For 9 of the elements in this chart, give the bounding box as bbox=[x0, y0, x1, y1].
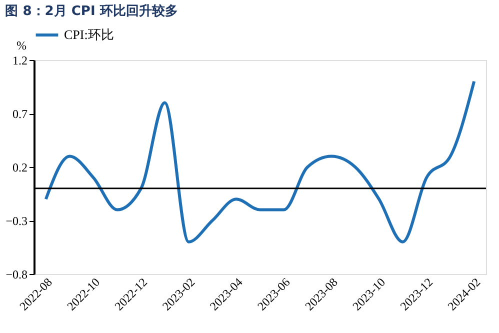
y-tick-label: −0.8 bbox=[6, 268, 28, 282]
y-tick-label: −0.3 bbox=[6, 214, 28, 228]
y-tick-label: 0.2 bbox=[12, 160, 28, 174]
y-axis-title: % bbox=[16, 38, 26, 52]
y-tick-label: 1.2 bbox=[12, 54, 28, 68]
y-tick-label: 0.7 bbox=[12, 107, 28, 121]
legend-label: CPI:环比 bbox=[64, 27, 114, 42]
line-series bbox=[44, 80, 476, 244]
chart-title: 图 8：2月 CPI 环比回升较多 bbox=[5, 3, 178, 19]
